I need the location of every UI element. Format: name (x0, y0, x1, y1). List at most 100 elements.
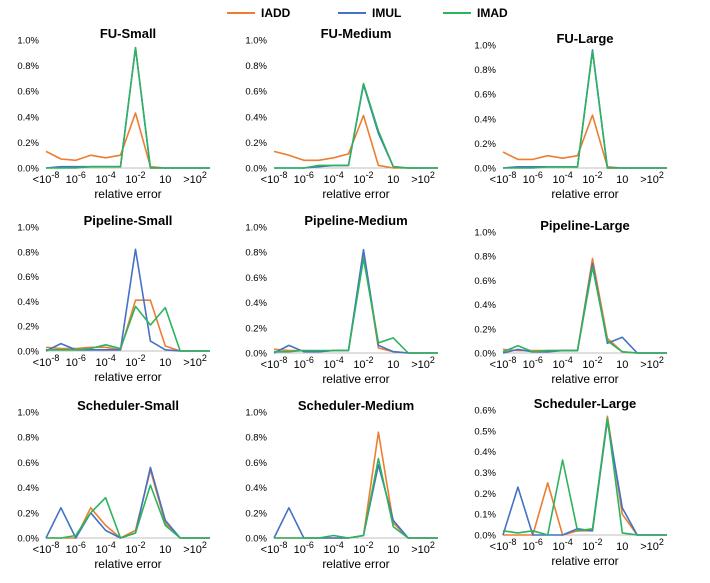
y-tick-label: 0.1% (474, 510, 496, 521)
y-tick-label: 0.4% (17, 112, 39, 123)
y-tick-label: 0.6% (245, 87, 267, 98)
chart-panel-scheduler-small: Scheduler-Small 0.0% 0.2% 0.4% 0.6% 0.8% 1.0% <… (17, 398, 210, 571)
x-tick-label: >102 (411, 355, 435, 371)
x-axis-title: relative error (551, 372, 618, 386)
y-tick-label: 1.0% (245, 36, 267, 47)
y-tick-label: 0.2% (17, 138, 39, 149)
chart-title: FU-Large (556, 31, 613, 46)
x-tick-label: 10 (159, 174, 171, 186)
series-line-imad (274, 257, 438, 354)
y-tick-label: 0.6% (17, 272, 39, 283)
y-tick-label: 0.8% (474, 252, 496, 263)
chart-title: Scheduler-Medium (298, 398, 414, 413)
x-tick-label: 10-4 (96, 540, 116, 556)
y-tick-label: 0.2% (474, 489, 496, 500)
chart-panel-scheduler-medium: Scheduler-Medium 0.0% 0.2% 0.4% 0.6% 0.8% 1.0%… (245, 398, 438, 571)
y-tick-label: 0.4% (17, 297, 39, 308)
x-tick-label: 10-2 (582, 170, 602, 186)
legend: IADD IMUL IMAD (227, 6, 508, 20)
chart-panel-fu-large: FU-Large 0.0% 0.2% 0.4% 0.6% 0.8% 1.0% <10-8 10-… (474, 31, 667, 201)
x-tick-label: 10 (159, 357, 171, 369)
y-tick-label: 0.2% (245, 138, 267, 149)
y-tick-label: 0.0% (474, 531, 496, 542)
y-tick-label: 1.0% (17, 408, 39, 419)
y-tick-label: 0.8% (17, 433, 39, 444)
x-tick-label: <10-8 (261, 170, 288, 186)
x-tick-label: >102 (411, 170, 435, 186)
chart-title: FU-Small (100, 26, 156, 41)
y-tick-label: 1.0% (17, 223, 39, 234)
series-line-imad (274, 82, 438, 169)
y-tick-label: 0.4% (474, 114, 496, 125)
y-tick-label: 0.8% (245, 248, 267, 259)
y-tick-label: 0.3% (474, 468, 496, 479)
legend-label-iadd: IADD (261, 6, 291, 20)
series-line-iadd (45, 112, 210, 169)
y-tick-label: 0.4% (474, 447, 496, 458)
chart-title: Pipeline-Large (540, 218, 630, 233)
x-tick-label: >102 (183, 170, 207, 186)
y-tick-label: 0.2% (17, 508, 39, 519)
chart-title: Pipeline-Medium (304, 213, 407, 228)
x-tick-label: 10 (387, 359, 399, 371)
x-tick-label: 10-2 (125, 353, 145, 369)
x-tick-label: 10-2 (125, 170, 145, 186)
chart-title: Pipeline-Small (84, 213, 173, 228)
series-line-imad (502, 417, 667, 536)
x-tick-label: 10-2 (125, 540, 145, 556)
series-line-imul (45, 466, 210, 539)
y-tick-label: 1.0% (245, 223, 267, 234)
y-tick-label: 0.4% (245, 112, 267, 123)
chart-panels: FU-Small 0.0% 0.2% 0.4% 0.6% 0.8% 1.0% <10-8 10-… (17, 26, 667, 571)
x-tick-label: 10-4 (553, 355, 573, 371)
y-tick-label: 0.4% (245, 483, 267, 494)
series-line-imul (502, 419, 667, 536)
x-tick-label: <10-8 (490, 537, 517, 553)
x-tick-label: 10 (616, 359, 628, 371)
y-tick-label: 1.0% (17, 36, 39, 47)
x-tick-label: <10-8 (33, 540, 60, 556)
x-tick-label: 10-6 (294, 540, 314, 556)
x-tick-label: 10 (387, 174, 399, 186)
y-tick-label: 0.6% (245, 273, 267, 284)
series-line-imad (503, 50, 667, 169)
y-tick-label: 0.6% (474, 90, 496, 101)
x-tick-label: <10-8 (490, 355, 517, 371)
x-tick-label: 10-4 (96, 170, 116, 186)
y-tick-label: 0.0% (17, 164, 39, 175)
x-axis-title: relative error (322, 372, 389, 386)
series-line-iadd (274, 431, 438, 539)
x-tick-label: 10-2 (582, 355, 602, 371)
x-tick-label: 10-2 (353, 170, 373, 186)
x-tick-label: 10-6 (66, 353, 86, 369)
x-tick-label: <10-8 (33, 170, 60, 186)
x-axis-title: relative error (551, 554, 618, 568)
chart-title: Scheduler-Large (534, 396, 637, 411)
x-tick-label: 10-6 (294, 355, 314, 371)
chart-panel-scheduler-large: Scheduler-Large 0.0% 0.1% 0.2% 0.3% 0.4% 0.5% 0… (474, 396, 667, 568)
series-line-imad (46, 46, 210, 169)
y-tick-label: 0.0% (245, 534, 267, 545)
x-tick-label: 10-4 (553, 170, 573, 186)
x-tick-label: 10-4 (553, 537, 573, 553)
x-tick-label: 10 (616, 541, 628, 553)
y-tick-label: 0.0% (474, 349, 496, 360)
x-tick-label: 10-4 (324, 540, 344, 556)
x-tick-label: 10 (616, 174, 628, 186)
x-tick-label: 10-2 (582, 537, 602, 553)
x-tick-label: 10-4 (324, 355, 344, 371)
y-tick-label: 0.5% (474, 426, 496, 437)
x-tick-label: 10-6 (523, 170, 543, 186)
y-tick-label: 0.6% (474, 406, 496, 417)
y-tick-label: 0.8% (474, 65, 496, 76)
x-tick-label: 10-6 (66, 540, 86, 556)
x-tick-label: 10-2 (353, 540, 373, 556)
x-tick-label: 10-6 (294, 170, 314, 186)
x-axis-title: relative error (94, 370, 161, 384)
chart-panel-pipeline-medium: Pipeline-Medium 0.0% 0.2% 0.4% 0.6% 0.8% 1.0% <… (245, 213, 438, 386)
x-axis-title: relative error (322, 187, 389, 201)
y-tick-label: 0.2% (245, 508, 267, 519)
y-tick-label: 0.2% (474, 139, 496, 150)
series-line-imad (46, 305, 210, 352)
series-line-iadd (502, 114, 667, 169)
